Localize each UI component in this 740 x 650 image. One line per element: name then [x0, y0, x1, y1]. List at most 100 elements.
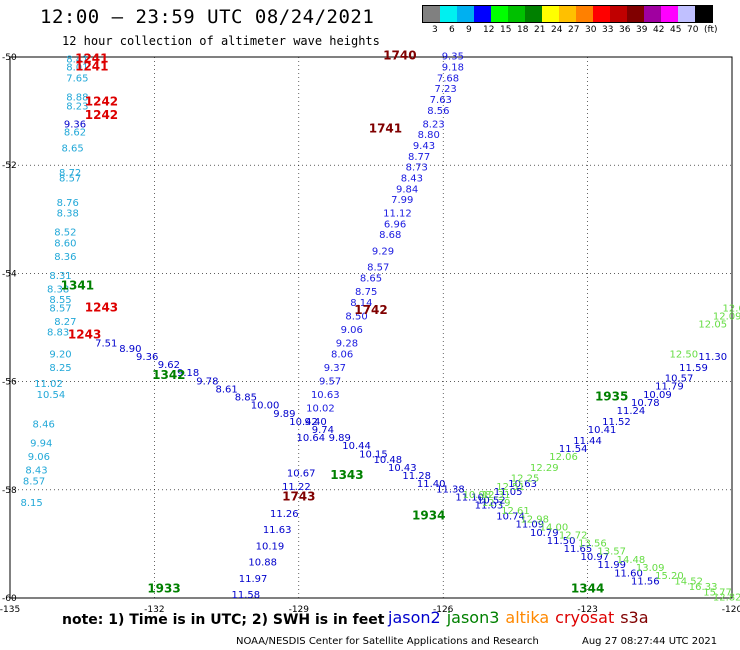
- wave-height-value: 9.94: [30, 439, 52, 450]
- wave-height-value: 12.25: [511, 474, 540, 485]
- wave-height-value: 11.99: [597, 560, 626, 571]
- wave-height-value: 12.82: [713, 593, 740, 604]
- legend-altika: altika: [505, 608, 550, 627]
- scale-swatch: [627, 6, 644, 22]
- wave-height-value: 12.05: [698, 320, 727, 331]
- latitude-label: -56: [2, 378, 17, 388]
- wave-height-value: 10.97: [580, 552, 609, 563]
- scale-label: 12: [483, 25, 495, 35]
- wave-height-value: 8.85: [235, 393, 257, 404]
- legend-cryosat: cryosat: [555, 608, 615, 627]
- wave-height-value: 11.50: [547, 536, 576, 547]
- wave-height-value: 11.52: [602, 417, 631, 428]
- legend-s3a: s3a: [620, 608, 649, 627]
- wave-height-value: 6.96: [384, 219, 406, 230]
- wave-height-value: 11.59: [679, 363, 708, 374]
- wave-height-value: 11.24: [617, 406, 646, 417]
- wave-height-value: 11.26: [270, 509, 299, 520]
- wave-height-value: 7.23: [434, 84, 456, 95]
- wave-height-value: 11.79: [655, 382, 684, 393]
- wave-height-value: 8.36: [54, 252, 76, 263]
- wave-height-value: 10.41: [588, 425, 617, 436]
- wave-height-value: 10.88: [248, 558, 277, 569]
- wave-height-value: 8.50: [345, 311, 367, 322]
- wave-height-value: 10.98: [463, 490, 492, 501]
- wave-height-value: 9.29: [372, 246, 394, 257]
- wave-height-value: 12.61: [501, 506, 530, 517]
- wave-height-value: 11.97: [239, 574, 268, 585]
- scale-label: 33: [602, 25, 614, 35]
- pass-time-label: 1740: [383, 49, 416, 63]
- scale-label: 45: [670, 25, 682, 35]
- longitude-label: -123: [577, 605, 597, 615]
- scale-swatch: [678, 6, 695, 22]
- wave-height-value: 10.15: [359, 449, 388, 460]
- wave-height-value: 9.18: [177, 368, 199, 379]
- wave-height-value: 9.78: [196, 376, 218, 387]
- scale-label: 18: [517, 25, 529, 35]
- color-scale-labels: 3 6 9 12 15 18 21 24 27 30 33 36 39 42 45 70 (ft): [422, 23, 718, 37]
- scale-label: 15: [500, 25, 512, 35]
- wave-height-value: 8.65: [360, 274, 382, 285]
- scale-label: 70: [687, 25, 699, 35]
- wave-height-value: 10.63: [311, 390, 340, 401]
- wave-height-value: 8.76: [57, 198, 79, 209]
- wave-height-value: 10.42: [289, 417, 318, 428]
- longitude-label: -120: [722, 605, 740, 615]
- wave-height-value: 10.48: [374, 455, 403, 466]
- wave-height-value: 10.44: [342, 441, 371, 452]
- wave-height-value: 8.57: [367, 263, 389, 274]
- wave-height-value: 8.73: [406, 163, 428, 174]
- scale-label: 24: [551, 25, 563, 35]
- wave-height-value: 8.57: [49, 303, 71, 314]
- credit-text: NOAA/NESDIS Center for Satellite Applica…: [236, 636, 539, 647]
- wave-height-value: 8.43: [401, 173, 423, 184]
- wave-height-value: 10.63: [508, 479, 537, 490]
- scale-swatch: [491, 6, 508, 22]
- wave-height-value: 8.80: [418, 130, 440, 141]
- scale-label: 27: [568, 25, 580, 35]
- wave-height-value: 14.52: [674, 576, 703, 587]
- scale-swatch: [695, 6, 712, 22]
- pass-time-label: 1935: [595, 390, 628, 404]
- wave-height-value: 14.00: [540, 522, 569, 533]
- scale-swatch: [508, 6, 525, 22]
- scale-label: 30: [585, 25, 597, 35]
- wave-height-value: 8.88: [66, 92, 88, 103]
- wave-height-value: 8.27: [54, 317, 76, 328]
- pass-time-label: 1243: [68, 327, 101, 341]
- units-note: note: 1) Time is in UTC; 2) SWH is in fe…: [62, 612, 385, 628]
- wave-height-value: 14.48: [617, 555, 646, 566]
- scale-label: 21: [534, 25, 546, 35]
- wave-height-value: 9.06: [28, 452, 50, 463]
- wave-height-value: 11.58: [232, 590, 261, 601]
- wave-height-value: 8.38: [47, 284, 69, 295]
- legend-jason2: jason2: [388, 608, 441, 627]
- wave-height-value: 8.56: [427, 106, 449, 117]
- wave-height-value: 9.43: [413, 141, 435, 152]
- longitude-label: -132: [144, 605, 164, 615]
- wave-height-value: 11.44: [573, 436, 602, 447]
- wave-height-value: 10.54: [37, 390, 66, 401]
- wave-height-value: 15.20: [655, 571, 684, 582]
- wave-height-value: 7.68: [437, 73, 459, 84]
- scale-label: 36: [619, 25, 631, 35]
- wave-height-value: 15.77: [703, 587, 732, 598]
- scale-swatch: [661, 6, 678, 22]
- scale-label: 42: [653, 25, 665, 35]
- wave-height-value: 10.67: [287, 468, 316, 479]
- pass-time-label: 1241: [75, 60, 108, 74]
- map-title: 12:00 — 23:59 UTC 08/24/2021: [40, 6, 375, 28]
- wave-height-value: 8.57: [59, 173, 81, 184]
- wave-height-value: 8.25: [49, 363, 71, 374]
- scale-label: 6: [449, 25, 455, 35]
- color-scale-swatches: [422, 5, 713, 23]
- wave-height-value: 8.60: [54, 238, 76, 249]
- wave-height-value: 10.09: [643, 390, 672, 401]
- timestamp-text: Aug 27 08:27:44 UTC 2021: [582, 636, 718, 647]
- wave-height-value: 11.65: [564, 544, 593, 555]
- scale-swatch: [525, 6, 542, 22]
- wave-height-value: 9.06: [341, 325, 363, 336]
- wave-height-value: 11.63: [263, 525, 292, 536]
- pass-time-label: 1933: [147, 582, 180, 596]
